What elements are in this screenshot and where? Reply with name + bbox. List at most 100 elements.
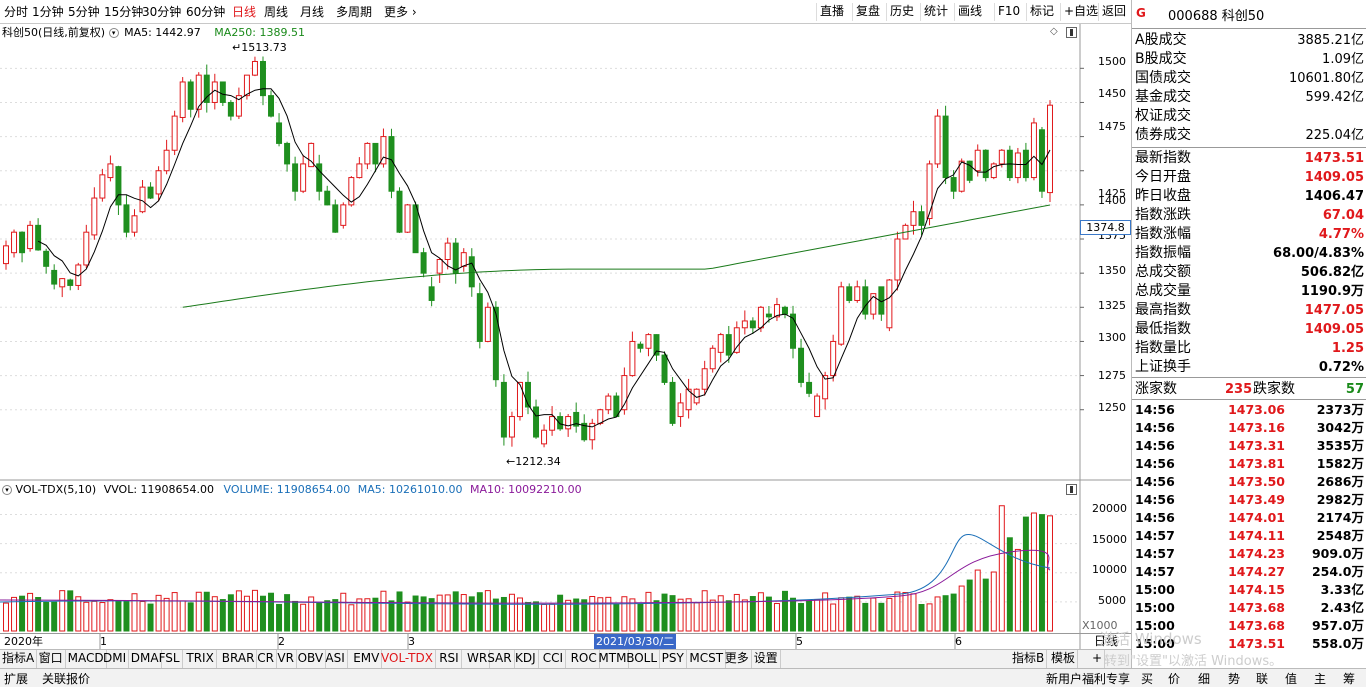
indicator-tab[interactable]: MCST xyxy=(687,650,727,668)
detail-tab[interactable]: 细 xyxy=(1198,672,1211,686)
history-button[interactable]: 历史 xyxy=(886,3,917,21)
diamond-icon[interactable]: ◇ xyxy=(1050,26,1058,37)
volume-bar xyxy=(757,592,764,632)
indicator-tab[interactable]: BRAR xyxy=(220,650,258,668)
indicator-tab[interactable]: CCI xyxy=(541,650,567,668)
chips-tab[interactable]: 筹 xyxy=(1343,672,1356,686)
related-quotes-button[interactable]: 关联报价 xyxy=(42,672,91,686)
tick-price: 1474.23 xyxy=(1228,546,1285,561)
stats-button[interactable]: 统计 xyxy=(920,3,951,21)
indicator-tab[interactable]: KDJ xyxy=(513,650,539,668)
volume-bar xyxy=(693,602,700,632)
candle xyxy=(259,60,266,97)
tab-60min[interactable]: 60分钟 xyxy=(186,5,226,19)
tab-1min[interactable]: 1分钟 xyxy=(32,5,64,19)
candle xyxy=(830,340,837,377)
trend-tab[interactable]: 势 xyxy=(1228,672,1241,686)
indicator-tab[interactable]: VOL-TDX xyxy=(379,650,436,668)
link-tab[interactable]: 联 xyxy=(1256,672,1269,686)
candle xyxy=(508,416,515,438)
indicator-tab[interactable]: EMV xyxy=(351,650,383,668)
mark-button[interactable]: 标记 xyxy=(1026,3,1057,21)
indicator-tab[interactable]: 窗口 xyxy=(37,650,66,668)
indicator-tab[interactable]: SAR xyxy=(485,650,515,668)
expand-button[interactable]: 扩展 xyxy=(4,672,29,686)
tab-monthly[interactable]: 月线 xyxy=(300,5,325,19)
indicator-tab[interactable]: VR xyxy=(275,650,297,668)
f10-button[interactable]: F10 xyxy=(994,3,1023,21)
tick-row: 14:57 1474.11 2548万 xyxy=(1135,527,1364,545)
indicator-tab[interactable]: MTM xyxy=(596,650,630,668)
dropdown-icon[interactable]: ▾ xyxy=(108,28,119,38)
kline-chart[interactable] xyxy=(0,0,1131,668)
volume-bar xyxy=(549,603,556,632)
volume-bar xyxy=(516,597,523,632)
live-button[interactable]: 直播 xyxy=(816,3,847,21)
tick-price: 1473.50 xyxy=(1228,474,1285,489)
indicator-tab[interactable]: BOLL xyxy=(624,650,661,668)
indicator-tab[interactable]: 设置 xyxy=(752,650,781,668)
volume-bar xyxy=(436,594,443,632)
review-button[interactable]: 复盘 xyxy=(852,3,883,21)
indicator-b-button[interactable]: 指标B xyxy=(1010,650,1048,668)
price-axis: 1500 1475 1425 1400 1350 1325 1300 1275 … xyxy=(1080,41,1131,481)
tab-daily[interactable]: 日线 xyxy=(232,5,257,19)
indicator-tab[interactable]: RSI xyxy=(437,650,462,668)
candle xyxy=(235,95,242,117)
template-button[interactable]: 模板 xyxy=(1049,650,1079,668)
tab-multi-period[interactable]: 多周期 xyxy=(336,5,373,19)
candle xyxy=(27,224,34,250)
volume-bar xyxy=(725,600,732,632)
indicator-tab[interactable]: DMI xyxy=(101,650,130,668)
indicator-tab[interactable]: CR xyxy=(255,650,277,668)
indicator-tab[interactable]: MACD xyxy=(66,650,107,668)
new-user-promo[interactable]: 新用户福利专享 xyxy=(1046,672,1131,686)
buy-button[interactable]: 买 xyxy=(1141,672,1154,686)
indicator-tab[interactable]: 指标A xyxy=(0,650,38,668)
row-value: 225.04亿 xyxy=(1305,128,1365,143)
y-tick: 1275 xyxy=(1098,369,1126,382)
back-button[interactable]: 返回 xyxy=(1098,3,1129,21)
tab-weekly[interactable]: 周线 xyxy=(264,5,289,19)
flag-badge: G xyxy=(1136,6,1146,20)
main-tab[interactable]: 主 xyxy=(1314,672,1327,686)
volume-bar xyxy=(139,601,146,632)
candle xyxy=(123,204,130,233)
volume-bar xyxy=(19,595,26,632)
tick-row: 15:00 1473.68 957.0万 xyxy=(1135,617,1364,635)
dropdown-icon[interactable]: ▾ xyxy=(2,485,12,495)
candle xyxy=(107,163,114,179)
indicator-tab[interactable]: WR xyxy=(465,650,491,668)
draw-line-button[interactable]: 画线 xyxy=(954,3,985,21)
indicator-tab[interactable]: ASI xyxy=(323,650,348,668)
tick-time: 15:00 xyxy=(1135,600,1175,615)
price-tab[interactable]: 价 xyxy=(1168,672,1181,686)
indicator-tab[interactable]: TRIX xyxy=(184,650,217,668)
tab-more[interactable]: 更多 › xyxy=(384,4,417,20)
volume-bar xyxy=(597,597,604,632)
candle xyxy=(629,340,636,377)
window-toggle-icon[interactable] xyxy=(1066,27,1077,38)
divider xyxy=(1132,147,1366,148)
volume-bar xyxy=(934,596,941,632)
volume-bar xyxy=(404,601,411,632)
tab-30min[interactable]: 30分钟 xyxy=(142,5,182,19)
volume-bar xyxy=(324,600,331,632)
tab-5min[interactable]: 5分钟 xyxy=(68,5,100,19)
volume-bar xyxy=(822,592,829,632)
tab-15min[interactable]: 15分钟 xyxy=(104,5,144,19)
indicator-tab[interactable]: FSL xyxy=(157,650,183,668)
add-watchlist-button[interactable]: +自选 xyxy=(1060,3,1101,21)
indicator-tab[interactable]: 更多 xyxy=(723,650,752,668)
indicator-tab[interactable]: OBV xyxy=(296,650,327,668)
row-value: 506.82亿 xyxy=(1300,265,1364,280)
tab-fenshi[interactable]: 分时 xyxy=(4,5,29,19)
indicator-tab[interactable]: PSY xyxy=(660,650,687,668)
window-toggle-icon[interactable] xyxy=(1066,484,1077,495)
candle xyxy=(806,381,813,394)
indicator-tab[interactable]: DMA xyxy=(129,650,162,668)
add-indicator-button[interactable]: + xyxy=(1090,650,1106,668)
candle xyxy=(934,115,941,165)
indicator-tab[interactable]: ROC xyxy=(569,650,600,668)
value-tab[interactable]: 值 xyxy=(1285,672,1298,686)
